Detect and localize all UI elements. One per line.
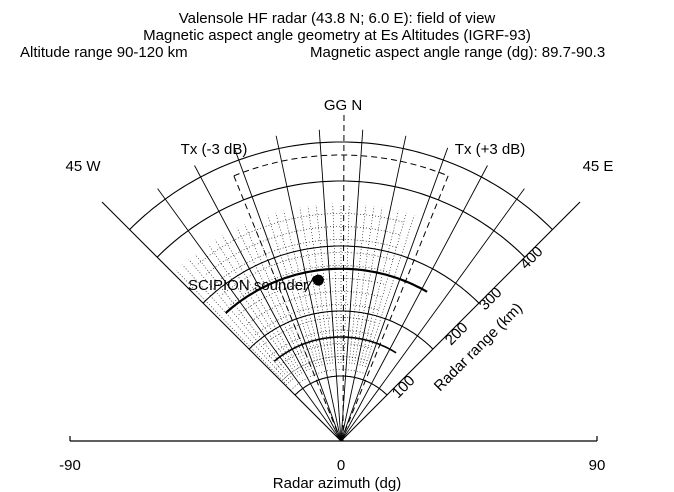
aspect-angle-range-label: Magnetic aspect angle range (dg): 89.7-9…	[310, 44, 606, 61]
beam-line	[340, 135, 407, 442]
es-region-gate-arc	[238, 278, 386, 315]
range-tick-400: 400	[517, 243, 547, 273]
north-line	[342, 111, 345, 442]
fov-edge-west	[101, 201, 342, 442]
es-region-beam-line	[364, 215, 415, 367]
es-region-beam-line	[315, 205, 334, 364]
beam-line	[233, 147, 342, 442]
es-region-beam-line	[332, 203, 339, 364]
field-of-view-markers	[304, 274, 324, 293]
azimuth-tick-minus90: -90	[59, 457, 81, 474]
es-region-beam-line	[283, 210, 323, 366]
range-arc-460	[129, 141, 553, 230]
sounder-marker	[312, 274, 324, 286]
es-region-beam-line	[188, 259, 292, 382]
es-region-beam-line	[359, 210, 399, 366]
range-arc-200	[248, 310, 434, 350]
aspect-contour-outer	[224, 267, 428, 314]
tx-beam-arc	[233, 154, 449, 177]
es-region-beam-line	[275, 212, 320, 367]
es-region-beam-line	[194, 253, 294, 380]
es-region-gate-arc	[263, 317, 376, 346]
sounder-label: SCIPION sounder	[188, 277, 308, 294]
es-region-beam-line	[244, 224, 310, 370]
es-region-gate-arc	[197, 213, 404, 265]
es-region-gate-arc	[205, 226, 401, 275]
es-region-beam-line	[267, 215, 318, 367]
es-region-gate-arc	[254, 304, 379, 336]
beam-line	[275, 135, 342, 442]
tx-beam-edge	[340, 175, 449, 442]
es-region-beam-line	[351, 206, 375, 364]
range-arc-100	[294, 375, 388, 396]
es-region-beam-line	[222, 235, 303, 374]
azimuth-tick-0: 0	[337, 457, 345, 474]
es-region-beam-line	[354, 207, 383, 365]
es-region-beam-line	[236, 227, 308, 372]
field-of-view-fan	[69, 111, 598, 442]
range-tick-100: 100	[389, 372, 419, 402]
es-region-beam-line	[307, 206, 331, 364]
range-arc-300	[202, 245, 480, 304]
beam-line	[340, 165, 488, 442]
diagram-title: Valensole HF radar (43.8 N; 6.0 E): fiel…	[178, 10, 496, 27]
es-region-gate-arc	[230, 265, 390, 305]
es-region-beam-line	[215, 239, 300, 376]
es-region-beam-line	[362, 212, 407, 367]
es-region-gate-arc	[282, 356, 368, 380]
azimuth-axis-label: Radar azimuth (dg)	[273, 475, 401, 492]
range-axis-label: Radar range (km)	[431, 300, 526, 395]
beam-line	[157, 188, 342, 442]
beam-line	[340, 188, 525, 442]
es-region-beam-line	[348, 205, 367, 364]
es-region-gate-arc	[214, 239, 397, 285]
azimuth-tick-90: 90	[589, 457, 606, 474]
es-region-beam-line	[175, 270, 288, 386]
east-45-label: 45 E	[583, 158, 614, 175]
sounder-leader-line	[304, 275, 315, 293]
tx-right-label: Tx (+3 dB)	[455, 141, 525, 158]
north-label: GG N	[324, 97, 362, 114]
tx-beam-edge	[233, 175, 342, 442]
beam-line	[340, 129, 364, 442]
es-region-gate-arc	[269, 330, 373, 358]
range-arc-400	[156, 180, 526, 258]
west-45-label: 45 W	[65, 158, 101, 175]
beam-line	[318, 129, 342, 442]
es-region-beam-line	[343, 203, 350, 364]
altitude-range-label: Altitude range 90-120 km	[20, 44, 188, 61]
es-region-gate-arc	[222, 252, 394, 295]
beam-line	[340, 147, 449, 442]
es-region-beam-line	[208, 244, 298, 377]
range-tick-300: 300	[476, 284, 506, 314]
es-region-beam-line	[299, 207, 328, 365]
beam-line	[194, 165, 342, 442]
es-region-beam-line	[182, 264, 290, 384]
fov-edge-east	[340, 201, 581, 442]
diagram-subtitle: Magnetic aspect angle geometry at Es Alt…	[143, 27, 531, 44]
tx-left-label: Tx (-3 dB)	[181, 141, 248, 158]
range-tick-200: 200	[442, 319, 472, 349]
